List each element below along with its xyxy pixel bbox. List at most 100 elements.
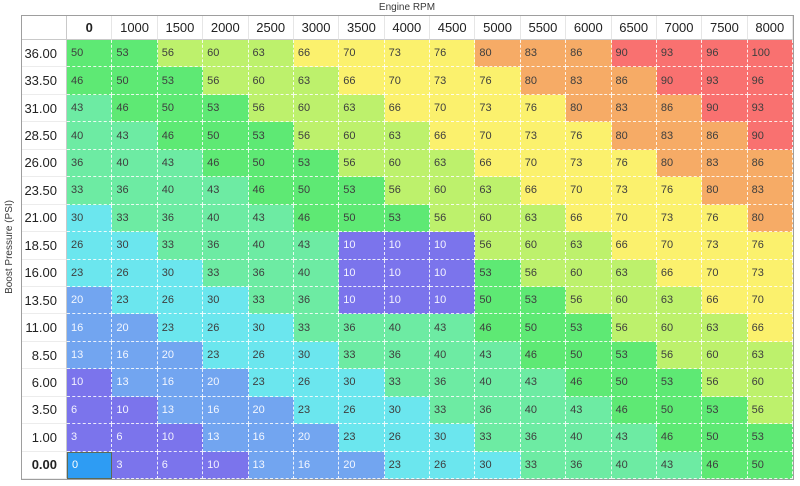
table-cell[interactable]: 40: [384, 314, 430, 342]
column-header-rpm-5500[interactable]: 5500: [520, 16, 567, 40]
table-cell[interactable]: 50: [248, 149, 294, 178]
table-cell[interactable]: 10: [384, 232, 430, 260]
table-cell[interactable]: 26: [430, 451, 476, 479]
table-cell[interactable]: 53: [384, 204, 430, 233]
table-cell[interactable]: 23: [293, 396, 340, 425]
table-cell[interactable]: 46: [112, 94, 158, 123]
table-cell[interactable]: 90: [747, 122, 793, 150]
table-cell[interactable]: 50: [67, 40, 113, 68]
table-cell[interactable]: 30: [339, 369, 385, 397]
row-header-psi-31.00[interactable]: 31.00: [22, 94, 67, 123]
table-cell[interactable]: 60: [248, 67, 294, 95]
table-cell[interactable]: 63: [339, 94, 385, 123]
table-cell[interactable]: 23: [157, 314, 204, 342]
table-cell[interactable]: 63: [475, 177, 521, 205]
table-cell[interactable]: 80: [611, 122, 657, 150]
table-cell[interactable]: 36: [293, 286, 340, 315]
table-cell[interactable]: 10: [339, 259, 385, 287]
row-header-psi-11.00[interactable]: 11.00: [22, 314, 67, 342]
table-cell[interactable]: 80: [656, 149, 703, 178]
table-cell[interactable]: 76: [702, 204, 748, 233]
table-cell[interactable]: 50: [157, 94, 204, 123]
table-cell[interactable]: 83: [702, 149, 748, 178]
row-header-psi-21.00[interactable]: 21.00: [22, 204, 67, 233]
table-cell[interactable]: 46: [566, 369, 612, 397]
column-header-rpm-4500[interactable]: 4500: [430, 16, 476, 40]
table-cell[interactable]: 60: [339, 122, 385, 150]
table-cell[interactable]: 76: [566, 122, 612, 150]
table-cell[interactable]: 43: [112, 122, 158, 150]
table-cell[interactable]: 46: [293, 204, 340, 233]
table-cell[interactable]: 70: [520, 149, 567, 178]
table-cell[interactable]: 56: [611, 314, 657, 342]
table-cell[interactable]: 66: [520, 177, 567, 205]
table-cell[interactable]: 40: [430, 341, 476, 370]
table-cell[interactable]: 76: [430, 40, 476, 68]
row-header-psi-36.00[interactable]: 36.00: [22, 40, 67, 68]
table-cell[interactable]: 83: [656, 122, 703, 150]
table-cell[interactable]: 100: [747, 40, 793, 68]
table-cell[interactable]: 43: [248, 204, 294, 233]
table-cell[interactable]: 10: [67, 369, 113, 397]
table-cell[interactable]: 90: [611, 40, 657, 68]
table-cell[interactable]: 26: [157, 286, 204, 315]
table-cell[interactable]: 56: [384, 177, 430, 205]
table-cell[interactable]: 83: [520, 40, 567, 68]
table-cell[interactable]: 40: [611, 451, 657, 479]
row-header-psi-16.00[interactable]: 16.00: [22, 259, 67, 287]
table-cell[interactable]: 30: [203, 286, 249, 315]
table-cell[interactable]: 46: [656, 424, 703, 452]
table-cell[interactable]: 63: [430, 149, 476, 178]
table-cell[interactable]: 6: [67, 396, 113, 425]
table-cell[interactable]: 60: [747, 369, 793, 397]
row-header-psi-1.00[interactable]: 1.00: [22, 424, 67, 452]
table-cell[interactable]: 93: [702, 67, 748, 95]
table-cell[interactable]: 93: [656, 40, 703, 68]
table-cell[interactable]: 50: [702, 424, 748, 452]
table-cell[interactable]: 26: [112, 259, 158, 287]
table-cell[interactable]: 3: [67, 424, 113, 452]
table-cell[interactable]: 90: [702, 94, 748, 123]
table-cell[interactable]: 26: [384, 424, 430, 452]
table-cell[interactable]: 16: [67, 314, 113, 342]
table-cell[interactable]: 53: [520, 286, 567, 315]
table-cell[interactable]: 70: [656, 232, 703, 260]
table-cell[interactable]: 56: [203, 67, 249, 95]
table-cell[interactable]: 26: [203, 314, 249, 342]
row-header-psi-0.00[interactable]: 0.00: [22, 451, 67, 479]
table-cell[interactable]: 36: [566, 451, 612, 479]
table-cell[interactable]: 96: [747, 67, 793, 95]
table-cell[interactable]: 30: [293, 341, 340, 370]
table-cell[interactable]: 66: [339, 67, 385, 95]
table-cell[interactable]: 10: [430, 259, 476, 287]
column-header-rpm-3500[interactable]: 3500: [339, 16, 385, 40]
column-header-rpm-7000[interactable]: 7000: [656, 16, 703, 40]
row-header-psi-33.50[interactable]: 33.50: [22, 67, 67, 95]
table-cell[interactable]: 13: [203, 424, 249, 452]
table-cell[interactable]: 10: [430, 232, 476, 260]
table-cell[interactable]: 83: [566, 67, 612, 95]
column-header-rpm-1500[interactable]: 1500: [157, 16, 204, 40]
table-cell[interactable]: 66: [611, 232, 657, 260]
table-cell[interactable]: 20: [203, 369, 249, 397]
table-cell[interactable]: 33: [339, 341, 385, 370]
table-cell[interactable]: 43: [475, 341, 521, 370]
table-cell[interactable]: 66: [293, 40, 340, 68]
table-cell[interactable]: 70: [339, 40, 385, 68]
table-cell[interactable]: 30: [67, 204, 113, 233]
column-header-rpm-6500[interactable]: 6500: [611, 16, 657, 40]
table-cell[interactable]: 56: [475, 232, 521, 260]
table-cell[interactable]: 40: [203, 204, 249, 233]
table-cell[interactable]: 80: [747, 204, 793, 233]
table-cell[interactable]: 10: [339, 286, 385, 315]
table-cell[interactable]: 13: [67, 341, 113, 370]
table-cell[interactable]: 50: [611, 369, 657, 397]
table-cell[interactable]: 56: [339, 149, 385, 178]
table-cell[interactable]: 36: [475, 396, 521, 425]
table-cell[interactable]: 20: [157, 341, 204, 370]
table-cell[interactable]: 63: [611, 259, 657, 287]
column-header-rpm-8000[interactable]: 8000: [747, 16, 793, 40]
table-cell[interactable]: 53: [248, 122, 294, 150]
table-cell[interactable]: 10: [339, 232, 385, 260]
table-cell[interactable]: 16: [293, 451, 340, 479]
